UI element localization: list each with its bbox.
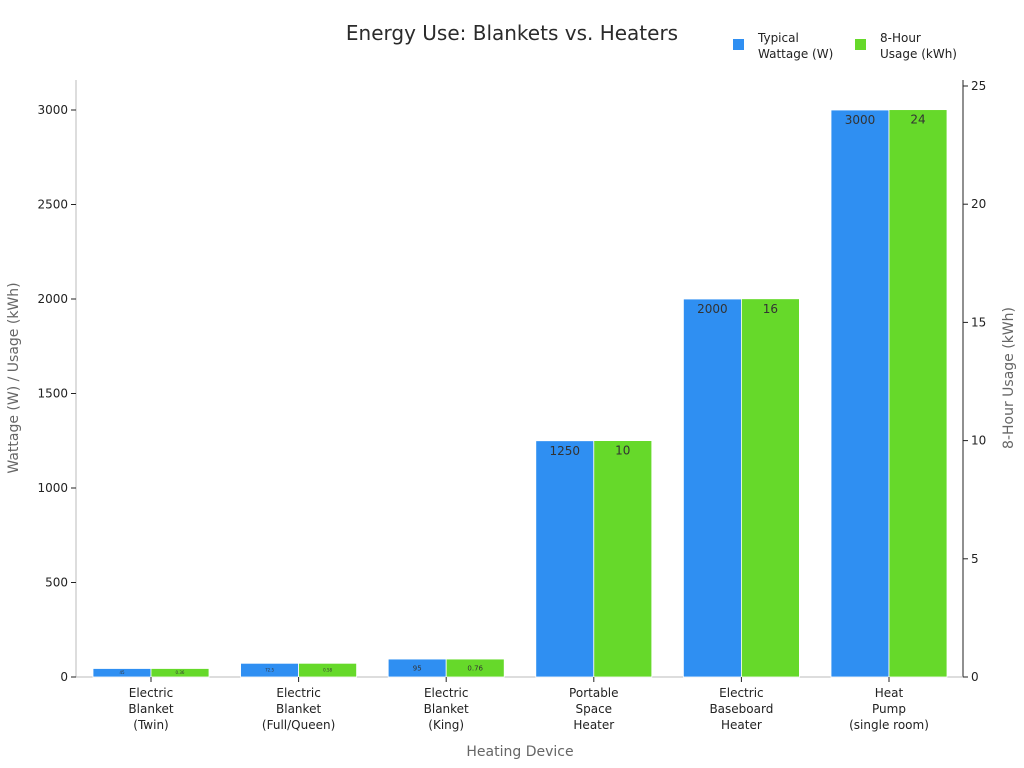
legend-swatch (733, 39, 744, 50)
left-tick-label: 2000 (37, 292, 68, 306)
x-axis-title: Heating Device (466, 744, 573, 760)
bar-value-label: 1250 (550, 444, 581, 458)
legend: Typical Wattage (W) 8-Hour Usage (kWh) (733, 31, 957, 61)
left-tick-label: 1000 (37, 481, 68, 495)
left-tick-label: 1500 (37, 387, 68, 401)
x-tick-label: Heat Pump (single room) (849, 686, 929, 732)
y-axis-title-left: Wattage (W) / Usage (kWh) (6, 282, 22, 473)
bar-value-labels: 45 0.36 72.5 0.58 95 0.76 1250 10 2000 16 3000 24 (119, 113, 925, 676)
bar-value-label: 0.36 (176, 670, 185, 675)
bar (535, 440, 595, 678)
right-tick-label: 0 (971, 670, 979, 684)
bar-value-label: 0.58 (323, 668, 332, 673)
bar-value-label: 16 (763, 302, 778, 316)
bar-value-label: 10 (615, 444, 630, 458)
bar (683, 298, 742, 678)
right-axis-ticks: 0 5 10 15 20 25 (963, 79, 986, 684)
bar (888, 109, 948, 678)
right-tick-label: 10 (971, 434, 986, 448)
bar-value-label: 0.76 (467, 665, 483, 673)
bar-value-label: 3000 (845, 113, 876, 127)
bar (298, 662, 358, 678)
x-tick-label: Electric Baseboard Heater (709, 686, 773, 732)
right-tick-label: 5 (971, 552, 979, 566)
bar-value-label: 95 (413, 665, 422, 673)
bar-series (92, 109, 948, 678)
x-tick-label: Electric Blanket (Full/Queen) (262, 686, 335, 732)
chart-title: Energy Use: Blankets vs. Heaters (346, 21, 678, 45)
bar (741, 298, 800, 678)
bar-value-label: 45 (119, 670, 125, 675)
left-tick-label: 500 (45, 576, 68, 590)
legend-label: 8-Hour Usage (kWh) (880, 31, 957, 61)
x-tick-label: Electric Blanket (Twin) (128, 686, 173, 732)
bar (830, 109, 890, 678)
left-tick-label: 0 (60, 670, 68, 684)
legend-swatch (855, 39, 866, 50)
bar-value-label: 72.5 (265, 668, 274, 673)
x-axis-ticks: Electric Blanket (Twin) Electric Blanket (Ful… (128, 677, 929, 732)
x-tick-label: Electric Blanket (King) (424, 686, 469, 732)
bar (593, 440, 653, 678)
bar (445, 658, 505, 678)
left-axis-ticks: 0 500 1000 1500 2000 2500 3000 (37, 103, 76, 684)
legend-label: Typical Wattage (W) (757, 31, 833, 61)
x-tick-label: Portable Space Heater (569, 686, 618, 732)
bar-value-label: 24 (910, 113, 925, 127)
left-tick-label: 3000 (37, 103, 68, 117)
bar-value-label: 2000 (697, 302, 728, 316)
right-tick-label: 20 (971, 197, 986, 211)
bar (150, 668, 210, 678)
y-axis-title-right: 8-Hour Usage (kWh) (1001, 307, 1017, 449)
right-tick-label: 15 (971, 315, 986, 329)
right-tick-label: 25 (971, 79, 986, 93)
left-tick-label: 2500 (37, 198, 68, 212)
